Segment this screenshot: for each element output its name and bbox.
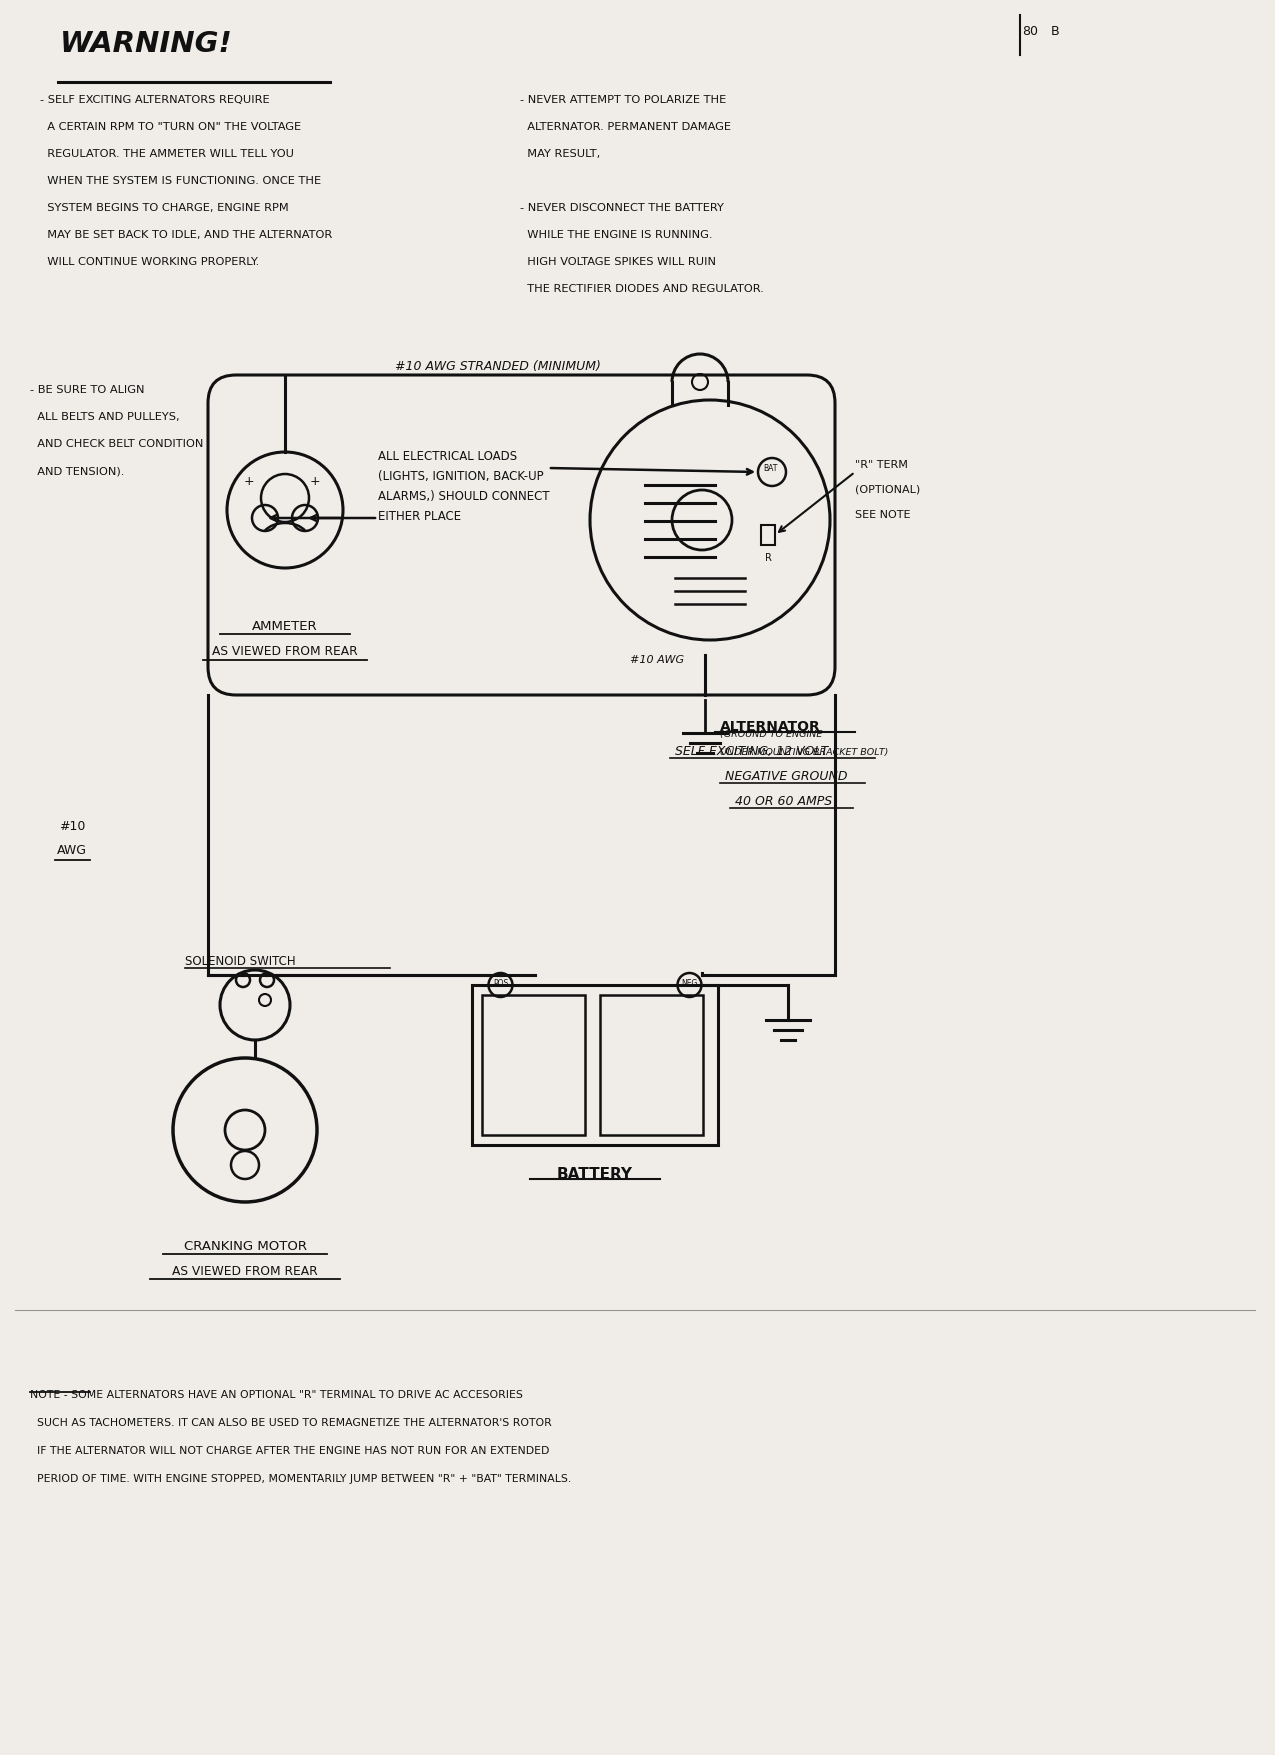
Text: AS VIEWED FROM REAR: AS VIEWED FROM REAR [212, 646, 358, 658]
Text: +: + [310, 476, 320, 488]
Text: NOTE - SOME ALTERNATORS HAVE AN OPTIONAL "R" TERMINAL TO DRIVE AC ACCESORIES: NOTE - SOME ALTERNATORS HAVE AN OPTIONAL… [31, 1390, 523, 1400]
Text: EITHER PLACE: EITHER PLACE [377, 511, 462, 523]
Text: 80: 80 [1023, 25, 1038, 39]
Text: ALL ELECTRICAL LOADS: ALL ELECTRICAL LOADS [377, 449, 518, 463]
Text: WARNING!: WARNING! [60, 30, 233, 58]
Text: #10: #10 [59, 820, 85, 834]
Text: "R" TERM: "R" TERM [856, 460, 908, 470]
Text: NEG: NEG [681, 979, 697, 988]
Text: ALTERNATOR: ALTERNATOR [720, 720, 821, 734]
Text: +: + [244, 476, 254, 488]
Text: #10 AWG: #10 AWG [630, 655, 685, 665]
Text: SYSTEM BEGINS TO CHARGE, ENGINE RPM: SYSTEM BEGINS TO CHARGE, ENGINE RPM [40, 204, 288, 212]
Text: SELF EXCITING, 12 VOLT: SELF EXCITING, 12 VOLT [674, 746, 829, 758]
Text: A CERTAIN RPM TO "TURN ON" THE VOLTAGE: A CERTAIN RPM TO "TURN ON" THE VOLTAGE [40, 123, 301, 132]
Text: (OPTIONAL): (OPTIONAL) [856, 484, 921, 495]
Text: SEE NOTE: SEE NOTE [856, 511, 910, 519]
Text: AS VIEWED FROM REAR: AS VIEWED FROM REAR [172, 1265, 317, 1278]
Text: ALTERNATOR. PERMANENT DAMAGE: ALTERNATOR. PERMANENT DAMAGE [520, 123, 731, 132]
Text: PERIOD OF TIME. WITH ENGINE STOPPED, MOMENTARILY JUMP BETWEEN "R" + "BAT" TERMIN: PERIOD OF TIME. WITH ENGINE STOPPED, MOM… [31, 1474, 571, 1485]
Text: AND CHECK BELT CONDITION: AND CHECK BELT CONDITION [31, 439, 204, 449]
Text: BAT: BAT [762, 465, 778, 474]
Text: MAY BE SET BACK TO IDLE, AND THE ALTERNATOR: MAY BE SET BACK TO IDLE, AND THE ALTERNA… [40, 230, 333, 240]
Bar [761, 525, 775, 546]
Text: WHILE THE ENGINE IS RUNNING.: WHILE THE ENGINE IS RUNNING. [520, 230, 713, 240]
Text: WILL CONTINUE WORKING PROPERLY.: WILL CONTINUE WORKING PROPERLY. [40, 256, 259, 267]
Text: MAY RESULT,: MAY RESULT, [520, 149, 601, 160]
Text: SUCH AS TACHOMETERS. IT CAN ALSO BE USED TO REMAGNETIZE THE ALTERNATOR'S ROTOR: SUCH AS TACHOMETERS. IT CAN ALSO BE USED… [31, 1418, 552, 1429]
Text: UNDER MOUNTING BRACKET BOLT): UNDER MOUNTING BRACKET BOLT) [720, 748, 889, 756]
Text: B: B [1051, 25, 1060, 39]
Text: ALL BELTS AND PULLEYS,: ALL BELTS AND PULLEYS, [31, 412, 180, 421]
Text: - BE SURE TO ALIGN: - BE SURE TO ALIGN [31, 384, 144, 395]
Text: POS: POS [493, 979, 509, 988]
Text: - NEVER DISCONNECT THE BATTERY: - NEVER DISCONNECT THE BATTERY [520, 204, 724, 212]
Text: R: R [765, 553, 771, 563]
Bar [473, 985, 718, 1144]
Text: CRANKING MOTOR: CRANKING MOTOR [184, 1241, 306, 1253]
Text: (GROUND TO ENGINE: (GROUND TO ENGINE [720, 730, 822, 739]
Text: SOLENOID SWITCH: SOLENOID SWITCH [185, 955, 296, 969]
Bar [601, 995, 703, 1135]
Text: NEGATIVE GROUND: NEGATIVE GROUND [725, 770, 848, 783]
Text: - NEVER ATTEMPT TO POLARIZE THE: - NEVER ATTEMPT TO POLARIZE THE [520, 95, 727, 105]
Text: #10 AWG STRANDED (MINIMUM): #10 AWG STRANDED (MINIMUM) [395, 360, 601, 374]
Text: (LIGHTS, IGNITION, BACK-UP: (LIGHTS, IGNITION, BACK-UP [377, 470, 543, 483]
Text: BATTERY: BATTERY [557, 1167, 632, 1183]
Text: ALARMS,) SHOULD CONNECT: ALARMS,) SHOULD CONNECT [377, 490, 550, 504]
Text: AND TENSION).: AND TENSION). [31, 467, 125, 476]
Text: 40 OR 60 AMPS: 40 OR 60 AMPS [734, 795, 833, 807]
Text: REGULATOR. THE AMMETER WILL TELL YOU: REGULATOR. THE AMMETER WILL TELL YOU [40, 149, 295, 160]
Text: AMMETER: AMMETER [252, 620, 317, 634]
Text: - SELF EXCITING ALTERNATORS REQUIRE: - SELF EXCITING ALTERNATORS REQUIRE [40, 95, 269, 105]
Text: HIGH VOLTAGE SPIKES WILL RUIN: HIGH VOLTAGE SPIKES WILL RUIN [520, 256, 717, 267]
Bar [482, 995, 585, 1135]
Text: AWG: AWG [57, 844, 87, 856]
Text: IF THE ALTERNATOR WILL NOT CHARGE AFTER THE ENGINE HAS NOT RUN FOR AN EXTENDED: IF THE ALTERNATOR WILL NOT CHARGE AFTER … [31, 1446, 550, 1457]
Text: WHEN THE SYSTEM IS FUNCTIONING. ONCE THE: WHEN THE SYSTEM IS FUNCTIONING. ONCE THE [40, 176, 321, 186]
Text: THE RECTIFIER DIODES AND REGULATOR.: THE RECTIFIER DIODES AND REGULATOR. [520, 284, 764, 295]
